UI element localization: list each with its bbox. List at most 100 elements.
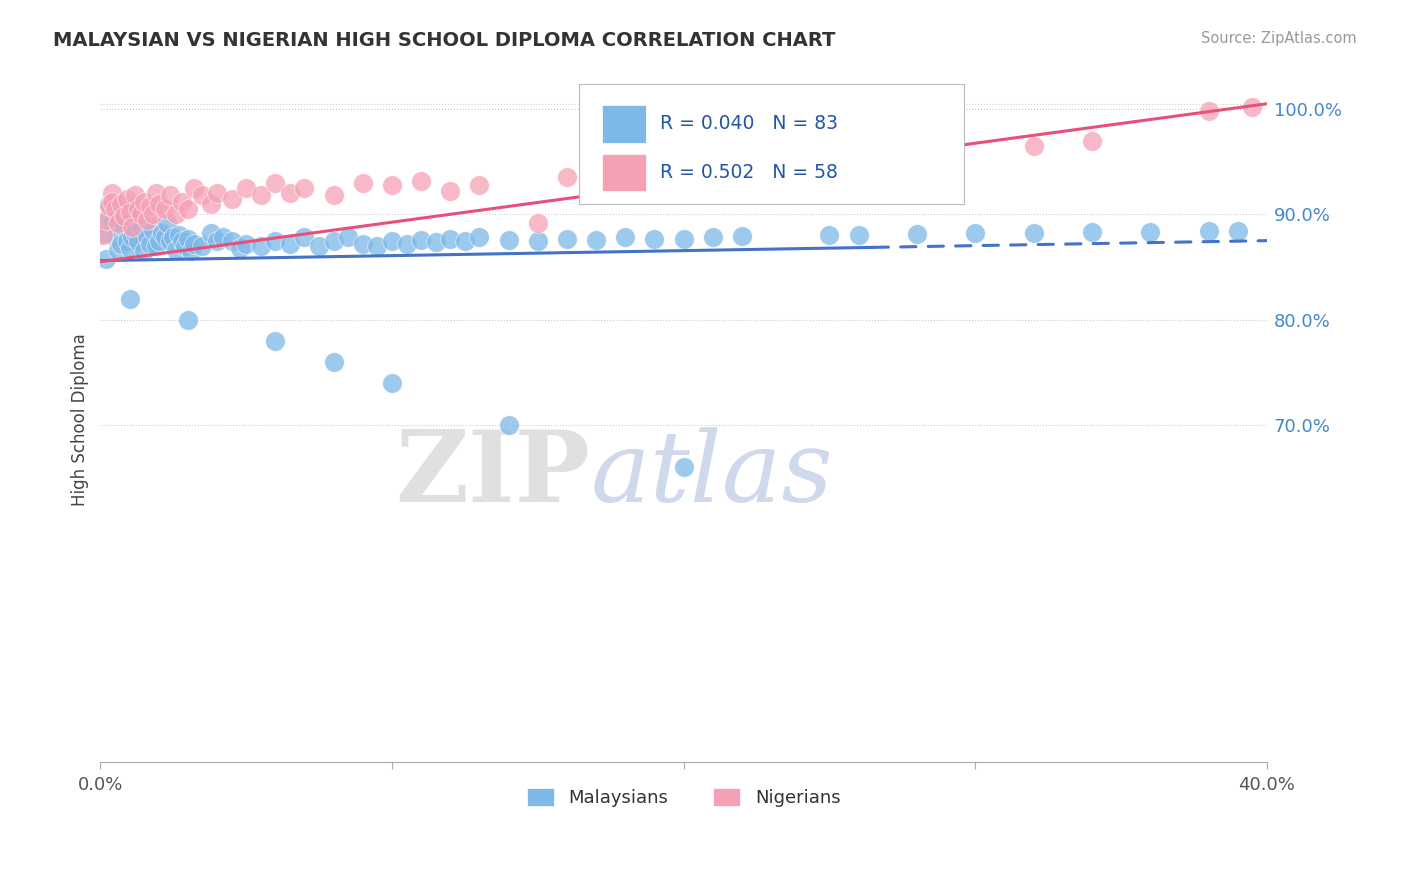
Point (264, 234, 287, 248)
Point (148, 196, 170, 211)
Point (211, 230, 233, 244)
Point (731, 160, 754, 174)
Point (177, 231, 200, 245)
Point (352, 176, 374, 190)
Point (278, 236, 301, 251)
Point (381, 234, 404, 248)
Point (136, 212, 159, 227)
Point (322, 188, 344, 202)
Point (101, 194, 124, 209)
Point (235, 181, 257, 195)
Point (1022, 226, 1045, 240)
Point (91, 228, 114, 243)
Point (221, 192, 243, 206)
Point (148, 234, 170, 248)
Point (1081, 225, 1104, 239)
Point (1241, 100, 1264, 114)
Point (127, 202, 149, 216)
Point (381, 376, 404, 390)
Point (167, 228, 190, 243)
Point (110, 236, 132, 251)
Text: ZIP: ZIP (395, 425, 591, 523)
Point (352, 236, 374, 251)
Point (498, 417, 520, 432)
Point (156, 216, 179, 230)
Point (129, 207, 152, 221)
Point (425, 235, 447, 249)
Point (789, 154, 811, 169)
Point (129, 219, 152, 234)
Point (229, 241, 252, 255)
Point (294, 181, 316, 195)
Point (1081, 134, 1104, 148)
Point (180, 244, 202, 259)
Point (1022, 139, 1045, 153)
Point (162, 230, 184, 244)
Point (96, 212, 118, 227)
Point (124, 226, 146, 240)
Point (965, 226, 987, 240)
Point (672, 231, 695, 245)
Point (555, 170, 578, 185)
Point (264, 176, 287, 190)
Point (177, 312, 200, 326)
Point (439, 231, 461, 245)
Text: MALAYSIAN VS NIGERIAN HIGH SCHOOL DIPLOMA CORRELATION CHART: MALAYSIAN VS NIGERIAN HIGH SCHOOL DIPLOM… (53, 31, 835, 50)
Point (411, 173, 433, 187)
Point (278, 186, 301, 201)
Point (107, 212, 129, 227)
Point (585, 233, 607, 247)
Point (322, 234, 344, 248)
Point (136, 229, 159, 244)
Point (1226, 224, 1249, 238)
Point (132, 244, 155, 259)
Point (235, 236, 257, 251)
Point (145, 186, 167, 201)
Point (145, 239, 167, 253)
Point (905, 149, 928, 163)
Point (101, 216, 124, 230)
Point (205, 234, 228, 248)
Point (191, 239, 214, 253)
Point (555, 231, 578, 245)
Point (264, 334, 287, 348)
Point (177, 202, 200, 216)
Point (165, 207, 187, 221)
Point (294, 230, 316, 244)
Point (174, 239, 197, 253)
Point (127, 234, 149, 248)
Point (150, 226, 173, 240)
Point (110, 196, 132, 211)
Point (526, 216, 548, 230)
Point (672, 460, 695, 475)
Point (96, 252, 118, 266)
Point (159, 234, 181, 248)
Point (818, 228, 841, 243)
Point (818, 146, 841, 161)
Point (112, 219, 135, 234)
Point (118, 241, 141, 255)
Point (118, 205, 141, 219)
Point (118, 292, 141, 306)
Point (101, 186, 124, 201)
Point (91, 226, 114, 240)
Point (200, 226, 222, 240)
Point (643, 170, 665, 185)
FancyBboxPatch shape (602, 153, 647, 191)
Point (454, 234, 477, 248)
Point (439, 184, 461, 198)
Point (702, 230, 724, 244)
Point (395, 236, 418, 251)
Point (107, 243, 129, 257)
Point (139, 199, 162, 213)
Point (381, 178, 404, 192)
Point (112, 210, 135, 224)
Point (200, 196, 222, 211)
Point (118, 202, 141, 216)
FancyBboxPatch shape (579, 84, 963, 204)
Point (614, 230, 637, 244)
Point (132, 194, 155, 209)
Point (643, 231, 665, 245)
Point (1139, 225, 1161, 239)
Point (159, 188, 181, 202)
